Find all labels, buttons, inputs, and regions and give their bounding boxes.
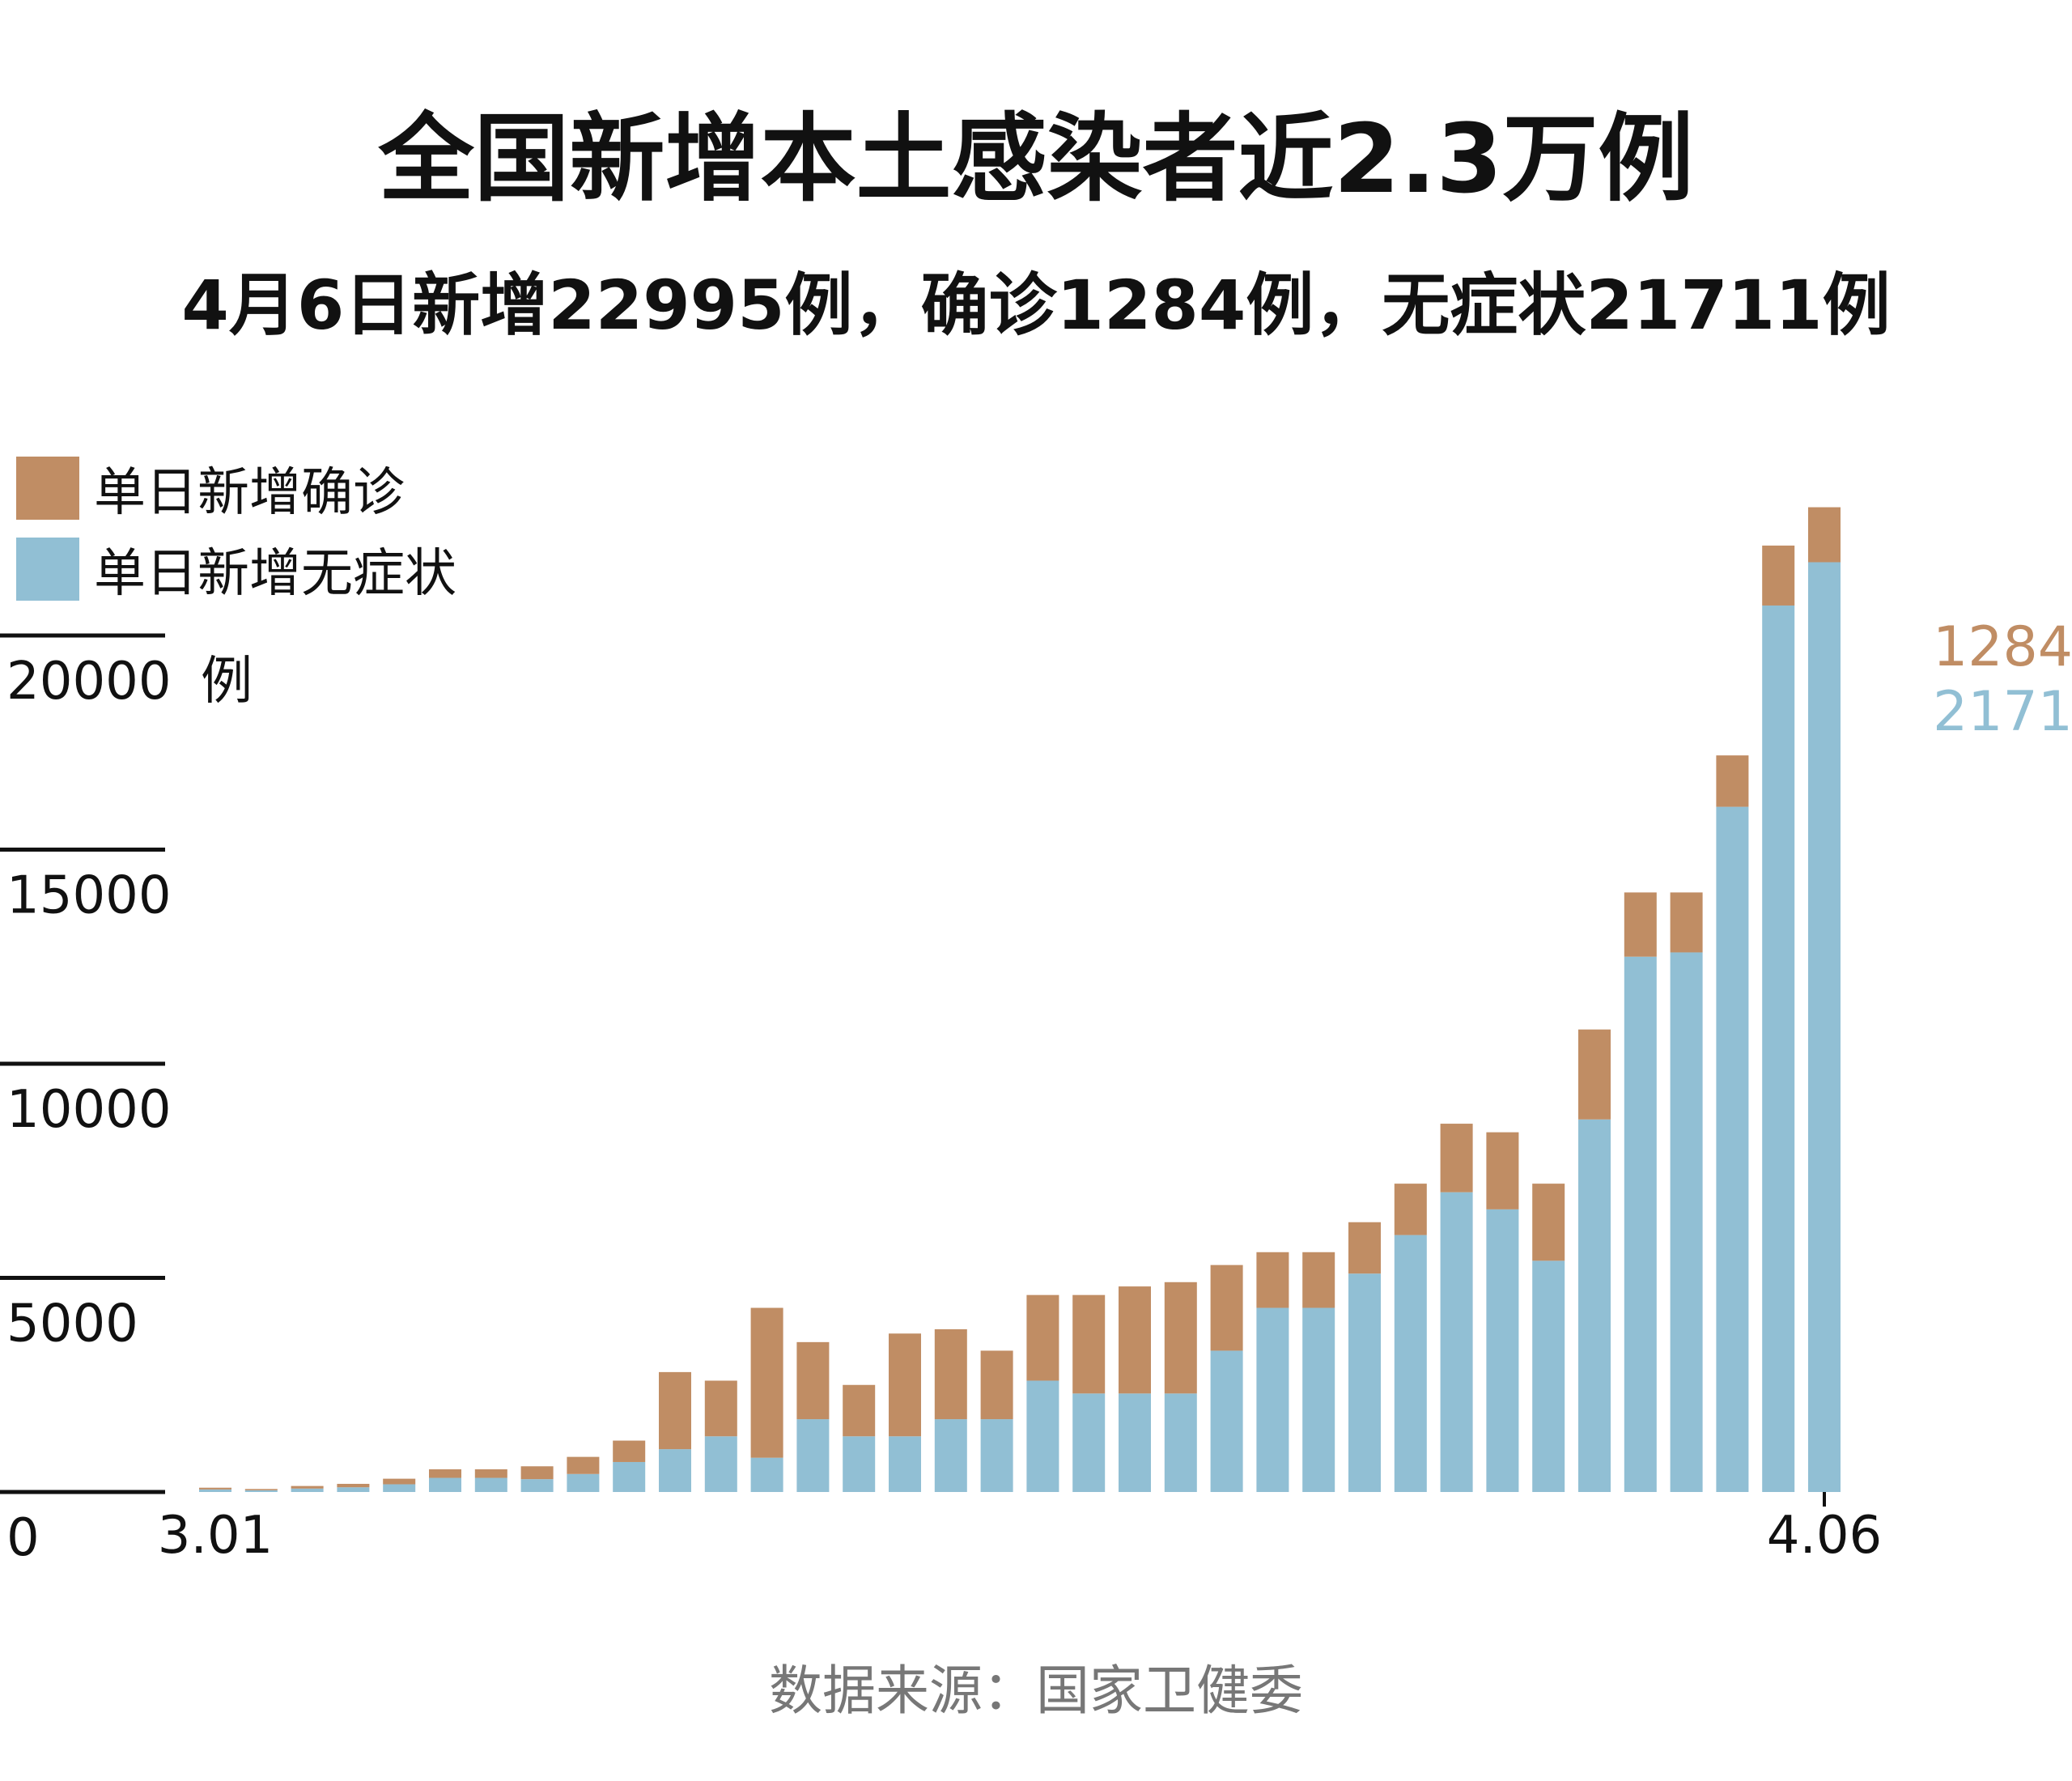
bar-confirmed (1670, 892, 1703, 953)
bar-asymptomatic (429, 1477, 461, 1492)
bar-confirmed (704, 1380, 737, 1437)
bar-confirmed (520, 1466, 554, 1480)
bar-confirmed (567, 1456, 600, 1474)
data-source: 数据来源：国家卫健委 (769, 1660, 1303, 1722)
bar-confirmed (934, 1328, 967, 1420)
bar-asymptomatic (1210, 1350, 1243, 1492)
bar-confirmed (1394, 1184, 1427, 1235)
y-unit-label: 例 (201, 652, 253, 712)
bar-confirmed (1532, 1184, 1565, 1261)
bar-asymptomatic (474, 1477, 507, 1492)
bar-asymptomatic (659, 1449, 691, 1492)
legend-item-confirmed: 单日新增确诊 (16, 451, 405, 525)
bar-asymptomatic (1532, 1260, 1565, 1492)
bar-confirmed (291, 1486, 324, 1489)
bar-asymptomatic (843, 1436, 876, 1492)
bar-asymptomatic (1762, 605, 1795, 1492)
bar-asymptomatic (1256, 1307, 1289, 1492)
chart-subtitle: 4月6日新增22995例，确诊1284例，无症状21711例 (181, 266, 1891, 345)
bar-confirmed (659, 1371, 691, 1450)
legend-label-asymptomatic: 单日新增无症状 (94, 544, 456, 604)
x-tick-label: 3.01 (158, 1506, 274, 1566)
bar-confirmed (244, 1489, 278, 1490)
bar-asymptomatic (1026, 1380, 1059, 1492)
bar-confirmed (383, 1478, 416, 1485)
bar-asymptomatic (980, 1419, 1013, 1492)
bar-asymptomatic (1808, 562, 1841, 1493)
bar-asymptomatic (1302, 1307, 1335, 1492)
bar-confirmed (613, 1440, 646, 1462)
y-tick-label: 5000 (6, 1294, 138, 1354)
y-tick-label: 20000 (6, 652, 172, 712)
bar-asymptomatic (291, 1488, 324, 1492)
end-label-confirmed: 1284 (1933, 615, 2072, 679)
bar-asymptomatic (1486, 1209, 1519, 1492)
x-tick-label: 4.06 (1767, 1506, 1883, 1566)
bar-confirmed (1210, 1265, 1243, 1351)
bar-confirmed (843, 1384, 876, 1437)
bar-confirmed (1072, 1294, 1106, 1394)
bar-asymptomatic (383, 1484, 416, 1492)
bar-asymptomatic (1072, 1393, 1106, 1492)
bar-asymptomatic (1440, 1192, 1473, 1492)
bar-confirmed (1164, 1282, 1197, 1394)
end-label-asymptomatic: 21711 (1933, 680, 2072, 744)
bar-asymptomatic (704, 1436, 737, 1492)
bar-asymptomatic (1716, 806, 1749, 1492)
bar-asymptomatic (796, 1419, 830, 1492)
bar-confirmed (1578, 1029, 1611, 1120)
bar-asymptomatic (337, 1487, 370, 1492)
chart-title: 全国新增本土感染者近2.3万例 (378, 103, 1694, 215)
bar-confirmed (889, 1333, 921, 1437)
legend-swatch-asymptomatic (16, 538, 79, 601)
bar-confirmed (1256, 1252, 1289, 1308)
bar-asymptomatic (1624, 956, 1657, 1492)
bar-asymptomatic (244, 1490, 278, 1492)
bar-asymptomatic (934, 1419, 967, 1492)
bar-confirmed (337, 1483, 370, 1488)
bar-asymptomatic (1578, 1119, 1611, 1492)
bar-asymptomatic (520, 1479, 554, 1492)
y-tick-label: 0 (6, 1508, 40, 1568)
bar-confirmed (1486, 1132, 1519, 1209)
bar-asymptomatic (1394, 1235, 1427, 1492)
bar-confirmed (750, 1307, 783, 1458)
bar-asymptomatic (567, 1473, 600, 1492)
bar-asymptomatic (1348, 1273, 1381, 1492)
bar-confirmed (429, 1469, 461, 1478)
bar-asymptomatic (1670, 952, 1703, 1492)
bar-confirmed (1302, 1252, 1335, 1308)
bar-confirmed (1440, 1124, 1473, 1192)
bar-asymptomatic (1119, 1393, 1151, 1492)
bar-confirmed (1348, 1222, 1381, 1274)
bar-confirmed (1624, 892, 1657, 957)
bar-asymptomatic (750, 1457, 783, 1492)
bar-confirmed (1762, 545, 1795, 606)
bar-asymptomatic (1164, 1393, 1197, 1492)
y-tick-label: 15000 (6, 866, 172, 926)
bar-confirmed (1716, 755, 1749, 807)
legend-swatch-confirmed (16, 457, 79, 520)
legend-item-asymptomatic: 单日新增无症状 (16, 532, 456, 606)
bar-confirmed (474, 1469, 507, 1478)
bar-asymptomatic (889, 1436, 921, 1492)
bar-confirmed (796, 1341, 830, 1420)
bar-confirmed (1026, 1294, 1059, 1381)
bar-confirmed (1119, 1286, 1151, 1394)
bar-confirmed (1808, 507, 1841, 563)
bar-asymptomatic (199, 1489, 231, 1492)
bar-confirmed (980, 1350, 1013, 1420)
y-tick-label: 10000 (6, 1080, 172, 1140)
bar-asymptomatic (613, 1461, 646, 1492)
bar-confirmed (199, 1487, 231, 1490)
legend-label-confirmed: 单日新增确诊 (94, 463, 405, 523)
